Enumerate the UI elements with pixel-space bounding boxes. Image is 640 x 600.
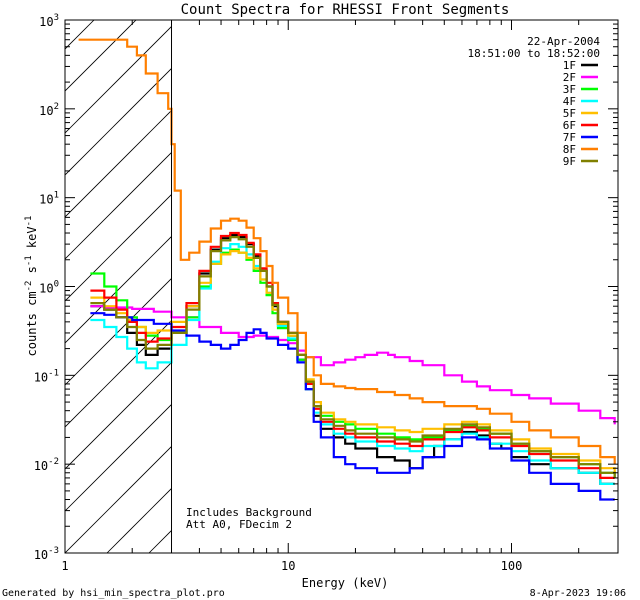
- y-label-exp1: -2: [24, 281, 34, 292]
- hatch-line: [65, 403, 172, 512]
- legend-label-4F: 4F: [563, 95, 576, 108]
- y-tick-label: 102: [39, 102, 59, 118]
- legend-label-2F: 2F: [563, 71, 576, 84]
- legend-label-5F: 5F: [563, 107, 576, 120]
- hatch-line: [65, 20, 95, 50]
- hatch-line: [65, 235, 172, 344]
- chart-title: Count Spectra for RHESSI Front Segments: [181, 2, 510, 18]
- hatch-line: [65, 319, 172, 428]
- annotation-attenuator: Att A0, FDecim 2: [186, 518, 292, 531]
- y-label-base: counts cm: [25, 291, 39, 356]
- x-tick-label: 100: [501, 559, 523, 573]
- date-label: 22-Apr-2004: [527, 35, 600, 48]
- hatch-line: [65, 445, 172, 553]
- footer-date: 8-Apr-2023 19:06: [530, 588, 626, 599]
- y-label-exp2: -1: [24, 255, 34, 266]
- hatch-line: [65, 67, 172, 176]
- y-tick-label: 103: [39, 13, 59, 29]
- y-tick-label: 10-1: [34, 368, 59, 384]
- axes-group: 1 10 100 10-3 10-2 10-1 100 101 102 103: [34, 13, 619, 573]
- hatch-line: [527, 0, 640, 553]
- legend-label-1F: 1F: [563, 59, 576, 72]
- legend-label-8F: 8F: [563, 143, 576, 156]
- y-tick-label: 10-3: [34, 546, 59, 562]
- hatch-line: [443, 0, 640, 553]
- hatch-line: [275, 0, 640, 553]
- y-tick-label: 10-2: [34, 457, 59, 473]
- series-6F: [90, 231, 615, 479]
- hatch-line: [65, 277, 172, 386]
- y-axis-label: counts cm-2 s-1 keV-1: [24, 216, 39, 357]
- legend-label-9F: 9F: [563, 155, 576, 168]
- hatch-line: [65, 193, 172, 302]
- legend-label-3F: 3F: [563, 83, 576, 96]
- x-tick-label: 1: [61, 559, 68, 573]
- hatch-line: [106, 487, 172, 553]
- hatch-line: [65, 25, 172, 134]
- time-range-label: 18:51:00 to 18:52:00: [468, 47, 600, 60]
- series-group: [78, 38, 616, 501]
- series-9F: [90, 236, 616, 478]
- y-label-exp3: -1: [24, 216, 34, 227]
- hatch-line: [359, 0, 640, 553]
- hatch-line: [401, 0, 640, 553]
- legend-label-6F: 6F: [563, 119, 576, 132]
- hatch-line: [317, 0, 640, 553]
- series-7F: [90, 312, 615, 501]
- hatched-region: [65, 0, 640, 553]
- y-tick-label: 101: [39, 191, 59, 207]
- hatch-line: [65, 361, 172, 470]
- footer-generated: Generated by hsi_min_spectra_plot.pro: [2, 588, 225, 599]
- y-label-mid: s: [25, 266, 39, 280]
- annotation-background: Includes Background: [186, 506, 312, 519]
- x-axis-label: Energy (keV): [302, 576, 389, 590]
- series-2F: [90, 305, 616, 425]
- hatch-line: [65, 20, 137, 92]
- series-8F: [78, 38, 616, 465]
- legend-label-7F: 7F: [563, 131, 576, 144]
- y-label-unit: keV: [25, 226, 39, 255]
- hatch-line: [65, 151, 172, 260]
- x-tick-label: 10: [281, 559, 295, 573]
- y-tick-label: 100: [39, 280, 59, 296]
